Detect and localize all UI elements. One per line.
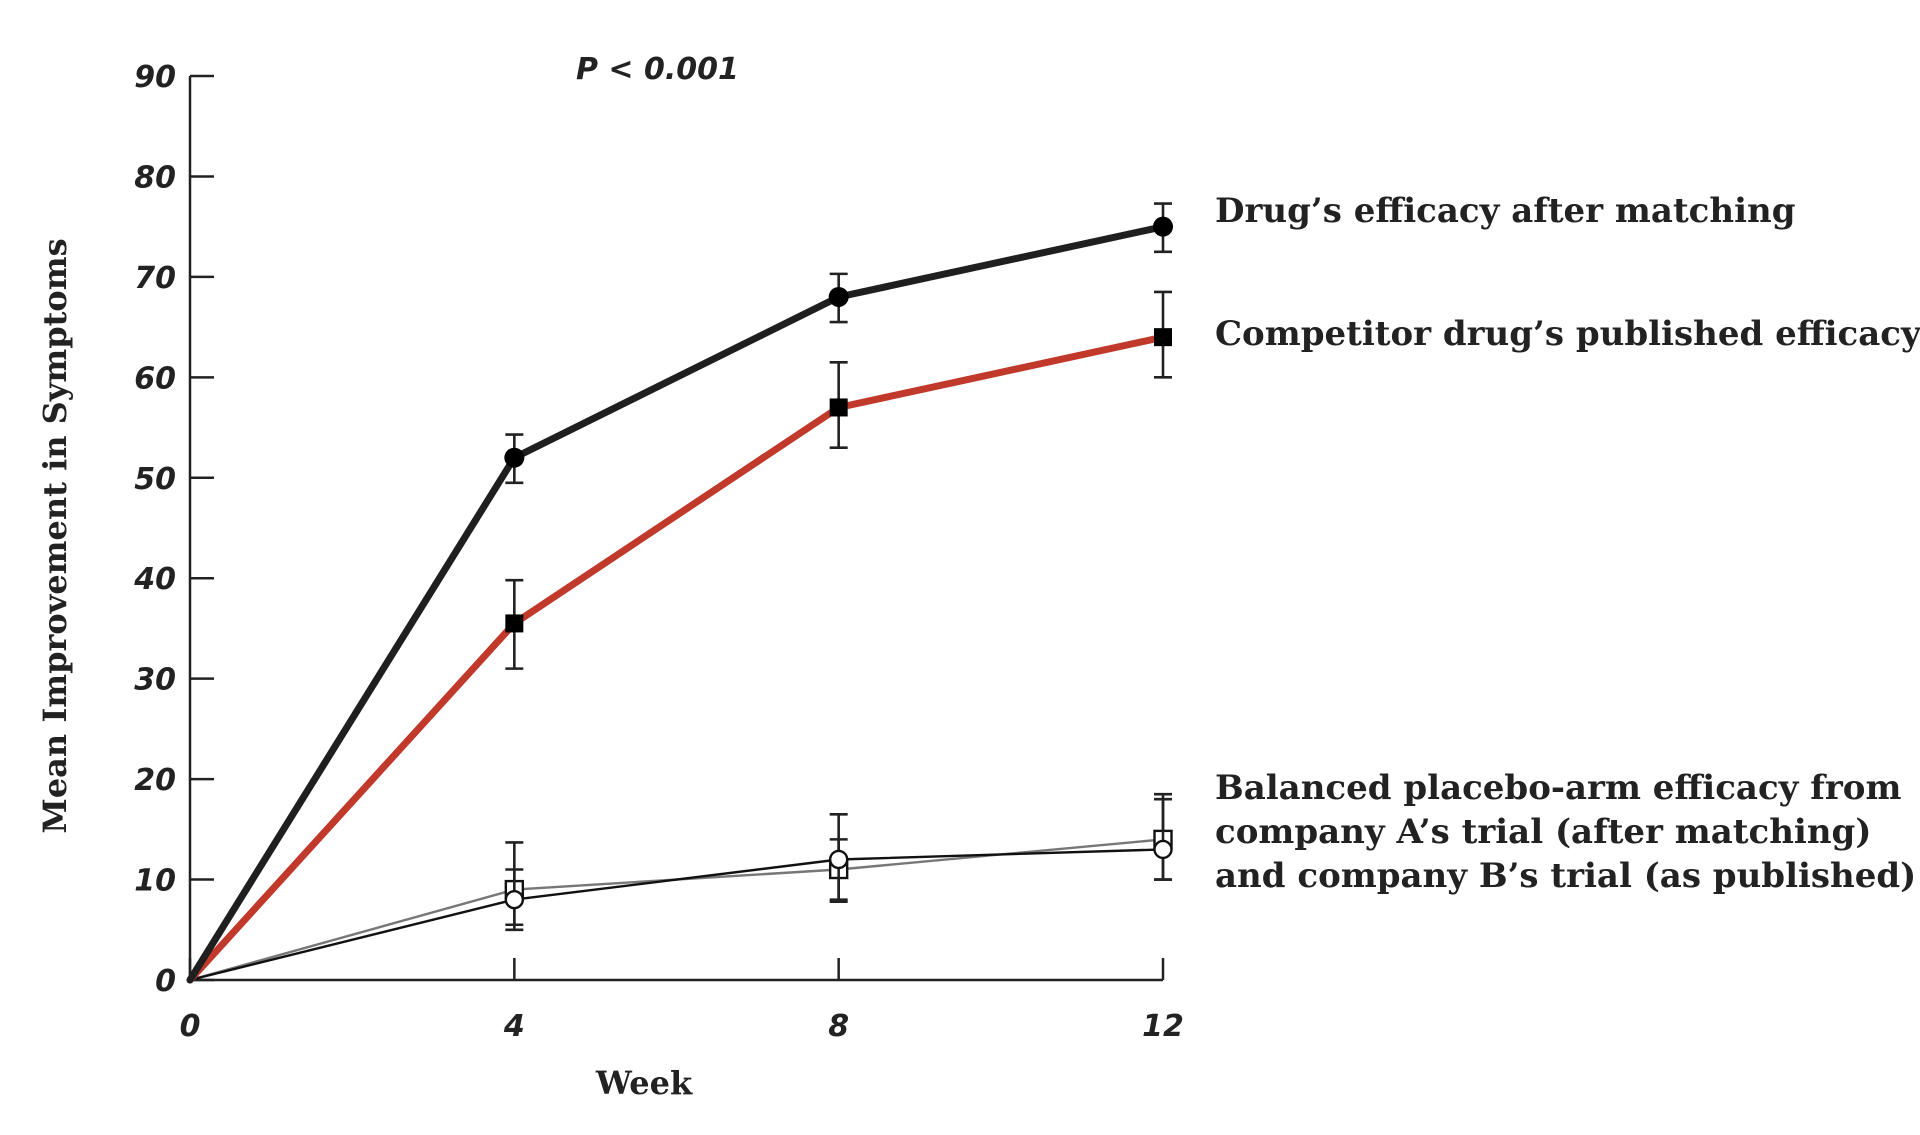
y-tick-label: 60	[134, 361, 176, 396]
x-axis-title: Week	[595, 1064, 693, 1102]
data-point	[504, 889, 525, 910]
legend-label: Drug’s efficacy after matching	[1215, 191, 1795, 231]
y-tick-label: 90	[134, 60, 176, 95]
data-point	[1153, 839, 1173, 860]
legend-label: Competitor drug’s published efficacy	[1215, 314, 1920, 354]
x-tick-label: 4	[503, 1009, 525, 1044]
y-tick-label: 80	[134, 160, 176, 195]
p-value-annotation: P < 0.001	[576, 52, 739, 87]
series-line	[186, 223, 1167, 984]
legend-label: Balanced placebo-arm efficacy from	[1215, 768, 1901, 808]
series-line	[188, 848, 1165, 982]
data-point	[829, 398, 848, 417]
data-point	[505, 614, 524, 633]
x-tick-label: 8	[828, 1009, 849, 1044]
series-line	[186, 333, 1167, 984]
data-point	[828, 286, 849, 307]
x-tick-label: 0	[180, 1009, 201, 1044]
legend-label: and company B’s trial (as published)	[1215, 856, 1916, 896]
y-tick-label: 10	[134, 864, 176, 899]
y-tick-label: 50	[134, 462, 176, 497]
data-point	[828, 849, 849, 870]
y-tick-label: 30	[134, 663, 176, 698]
y-tick-label: 70	[134, 261, 176, 296]
y-tick-label: 0	[155, 964, 176, 999]
legend-label: company A’s trial (after matching)	[1215, 812, 1871, 852]
data-point	[1153, 216, 1173, 237]
y-tick-label: 40	[133, 562, 176, 597]
x-tick-label: 12	[1142, 1009, 1184, 1044]
data-point	[1154, 328, 1172, 347]
series-line	[188, 838, 1165, 982]
y-axis-title: Mean Improvement in Symptoms	[36, 238, 74, 833]
data-point	[504, 447, 525, 468]
y-tick-label: 20	[134, 763, 176, 798]
